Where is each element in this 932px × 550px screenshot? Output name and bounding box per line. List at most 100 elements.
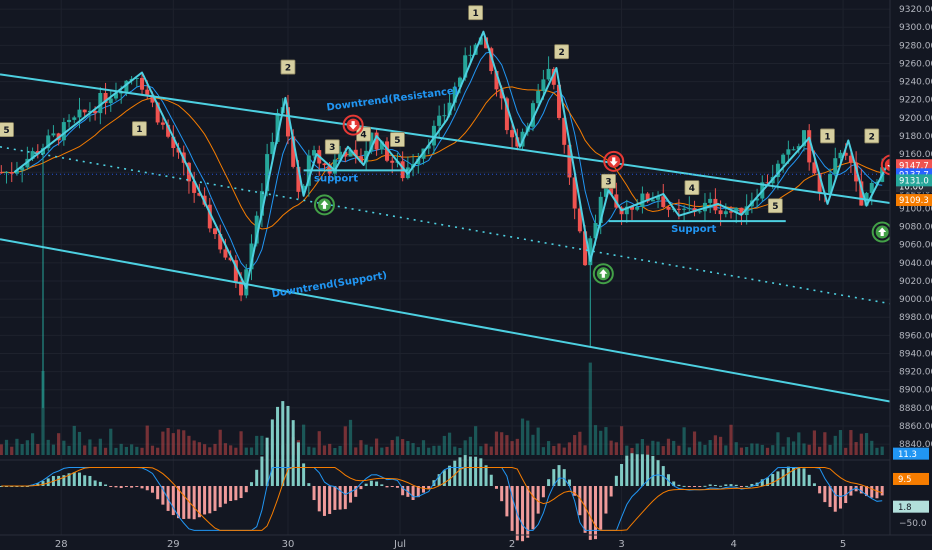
candle [77,109,82,118]
wave-badge-number: 5 [3,126,9,136]
candle [145,89,150,95]
candle [838,152,843,159]
candle [213,228,218,235]
macd-bar [739,486,743,487]
volume-bar [838,430,843,455]
candle [72,117,77,120]
macd-bar [124,486,128,487]
arrow-up-icon [592,263,614,285]
candle [598,196,603,224]
candle [635,206,640,210]
volume-bar [599,430,603,455]
macd-bar [859,486,863,494]
volume-bar [0,444,3,455]
macd-bar [249,482,253,486]
volume-bar [234,447,238,455]
volume-bar [57,433,61,455]
wave-badge: 1 [468,5,484,21]
macd-bar [255,469,259,486]
volume-bar [760,444,764,455]
candle [801,130,806,147]
volume-bar [302,424,306,455]
macd-bar [218,486,222,508]
candle [270,141,275,155]
candle [739,207,744,216]
macd-bar [510,486,514,531]
candle [603,186,608,197]
price-tag [896,159,932,172]
candle [593,223,598,239]
macd-bar [83,475,87,486]
volume-bar [677,445,681,455]
wave-badge: 4 [356,126,371,142]
volume-bar [494,431,499,455]
macd-bar [786,466,790,486]
volume-bar [468,436,473,455]
price-tick-label: 9200.00 [899,114,932,124]
wave-badge-number: 5 [394,136,400,146]
price-tick-label: 8940.00 [899,349,932,359]
volume-bar [828,444,832,455]
candle [452,86,457,103]
macd-bar [72,472,76,486]
candle [20,167,25,171]
volume-bar [166,428,170,455]
time-axis-label: 5 [840,539,846,550]
macd-bar [594,486,598,540]
macd-bar [614,475,618,486]
volume-bar [682,427,686,455]
wave-badge-box [554,44,570,60]
time-axis-label: 4 [730,539,736,550]
candle [379,141,384,150]
volume-bar [307,446,311,455]
candle [437,115,442,126]
volume-bar [875,447,879,455]
candle [765,182,770,184]
wave-badge-number: 2 [869,132,875,142]
volume-bar [505,435,509,455]
volume-bar [833,435,837,455]
macd-bar [229,486,233,502]
volume-bar [15,438,19,455]
macd-bar [187,486,191,519]
macd-bar [687,486,691,487]
macd-bar [818,486,822,494]
volume-bar [708,440,712,455]
volume-bar [103,447,108,455]
candle [468,54,473,56]
volume-bar [213,443,217,455]
volume-bar [698,441,702,455]
price-tick-label: 9020.00 [899,277,932,287]
volume-bar [557,443,561,455]
macd-bar [296,442,300,486]
volume-bar [385,446,389,455]
macd-bar [802,468,806,486]
macd-bar [547,479,551,486]
macd-bar [171,486,175,516]
price-tick-label: 9100.00 [899,204,932,214]
volume-bar [458,447,462,455]
volume-bar [802,443,806,455]
volume-bar [171,433,175,455]
volume-bar [62,440,66,455]
macd-bar [234,486,238,501]
volume-bar [140,447,144,455]
candle [233,260,238,282]
price-tick-label: 9000.00 [899,295,932,305]
volume-bar [713,435,717,455]
macd-bar [442,470,446,486]
volume-bar [176,429,181,455]
candle [364,150,369,163]
price-tick-label: 8880.00 [899,404,932,414]
price-tag [896,174,932,187]
resistance-line [0,73,891,205]
macd-bar [500,486,504,502]
volume-bar [719,436,723,455]
wave-badge-box [132,121,147,137]
time-axis-label: 3 [618,539,624,550]
macd-bar [567,479,571,486]
wave-badge-box [280,59,296,75]
macd-bar [140,486,144,489]
